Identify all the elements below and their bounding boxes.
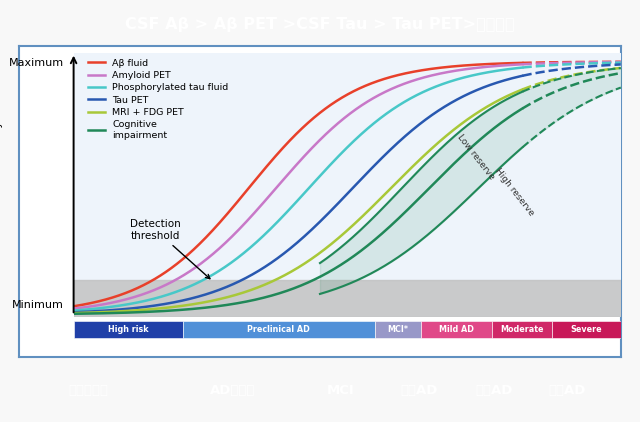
Text: MCI*: MCI* (387, 325, 408, 334)
Bar (374, 321, 421, 338)
Legend: Aβ fluid, Amyloid PET, Phosphorylated tau fluid, Tau PET, MRI + FDG PET, Cogniti: Aβ fluid, Amyloid PET, Phosphorylated ta… (84, 55, 232, 143)
Bar (74, 321, 183, 338)
Text: Low reserve: Low reserve (456, 133, 496, 182)
Text: MCI: MCI (327, 384, 355, 397)
Bar (183, 321, 374, 338)
Text: AD前阶段: AD前阶段 (210, 384, 255, 397)
Bar (421, 321, 492, 338)
Text: CSF Aβ > Aβ PET >CSF Tau > Tau PET>认知减退: CSF Aβ > Aβ PET >CSF Tau > Tau PET>认知减退 (125, 17, 515, 32)
Bar (492, 321, 552, 338)
Text: 轻症AD: 轻症AD (401, 384, 438, 397)
Text: Preclinical AD: Preclinical AD (248, 325, 310, 334)
Y-axis label: Biomarker abnormality: Biomarker abnormality (0, 121, 3, 249)
Text: 高风险人群: 高风险人群 (68, 384, 108, 397)
Text: Moderate: Moderate (500, 325, 544, 334)
Text: High reserve: High reserve (493, 167, 536, 218)
Text: Mild AD: Mild AD (439, 325, 474, 334)
Text: 中度AD: 中度AD (476, 384, 513, 397)
Text: High risk: High risk (108, 325, 148, 334)
Text: Severe: Severe (571, 325, 602, 334)
Bar (552, 321, 621, 338)
Text: Detection
threshold: Detection threshold (131, 219, 210, 279)
Bar (74, 280, 621, 316)
Text: 重度AD: 重度AD (548, 384, 586, 397)
